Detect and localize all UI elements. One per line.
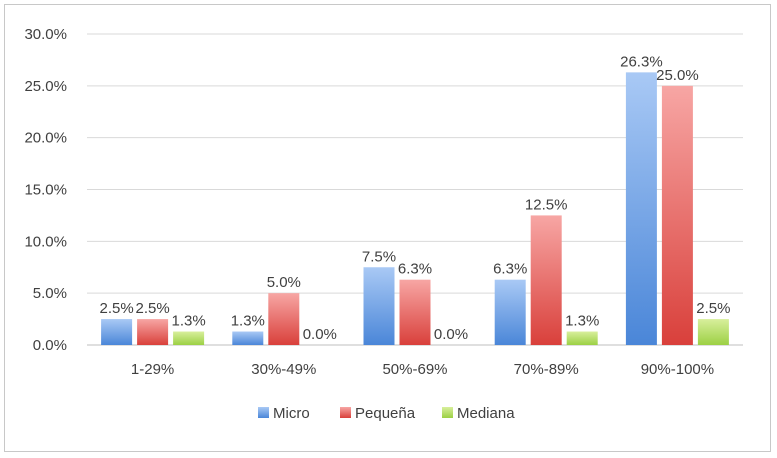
y-tick-label: 25.0%: [24, 78, 67, 95]
data-label: 0.0%: [434, 326, 468, 343]
y-tick-label: 10.0%: [24, 233, 67, 250]
data-label: 0.0%: [303, 326, 337, 343]
bar: [101, 319, 133, 345]
data-label: 12.5%: [525, 196, 568, 213]
y-tick-label: 20.0%: [24, 130, 67, 147]
legend-swatch: [258, 407, 269, 418]
legend-label: Pequeña: [355, 405, 416, 422]
data-label: 26.3%: [620, 53, 663, 70]
legend-label: Mediana: [457, 405, 515, 422]
data-label: 2.5%: [135, 300, 169, 317]
legend-label: Micro: [273, 405, 310, 422]
bar: [625, 72, 657, 346]
bar: [494, 279, 526, 345]
data-label: 1.3%: [565, 313, 599, 330]
x-axis: 1-29% 30%-49% 50%-69% 70%-89% 90%-100%: [131, 361, 714, 378]
bar: [399, 279, 431, 345]
data-label: 25.0%: [656, 67, 699, 84]
x-tick-label: 1-29%: [131, 361, 174, 378]
x-tick-label: 70%-89%: [514, 361, 579, 378]
data-labels: 2.5% 2.5%1.3% 1.3%5.0%0.0%7.5%6.3%0.0%6.3%…: [99, 53, 730, 343]
bar: [268, 293, 300, 345]
data-label: 2.5%: [99, 300, 133, 317]
y-tick-label: 30.0%: [24, 26, 67, 43]
x-tick-label: 30%-49%: [251, 361, 316, 378]
bar: [363, 267, 395, 345]
data-label: 6.3%: [493, 261, 527, 278]
legend-swatch: [340, 407, 351, 418]
data-label: 2.5%: [696, 300, 730, 317]
legend: Micro Pequeña Mediana: [258, 405, 515, 422]
legend-swatch: [442, 407, 453, 418]
data-label: 1.3%: [231, 313, 265, 330]
data-label: 5.0%: [267, 274, 301, 291]
data-label: 7.5%: [362, 248, 396, 265]
data-label: 6.3%: [398, 261, 432, 278]
bar: [137, 319, 169, 345]
y-tick-label: 5.0%: [33, 285, 67, 302]
y-tick-label: 15.0%: [24, 182, 67, 199]
bar: [232, 331, 264, 345]
bar: [697, 319, 729, 345]
x-tick-label: 50%-69%: [382, 361, 447, 378]
data-label: 1.3%: [171, 313, 205, 330]
bar: [173, 331, 205, 345]
bar: [661, 85, 693, 345]
y-axis: 0.0% 5.0% 10.0% 15.0% 20.0% 25.0% 30.0%: [24, 26, 67, 354]
x-tick-label: 90%-100%: [641, 361, 714, 378]
bar: [566, 331, 598, 345]
bar: [530, 215, 562, 345]
y-tick-label: 0.0%: [33, 337, 67, 354]
bars: [101, 72, 729, 346]
